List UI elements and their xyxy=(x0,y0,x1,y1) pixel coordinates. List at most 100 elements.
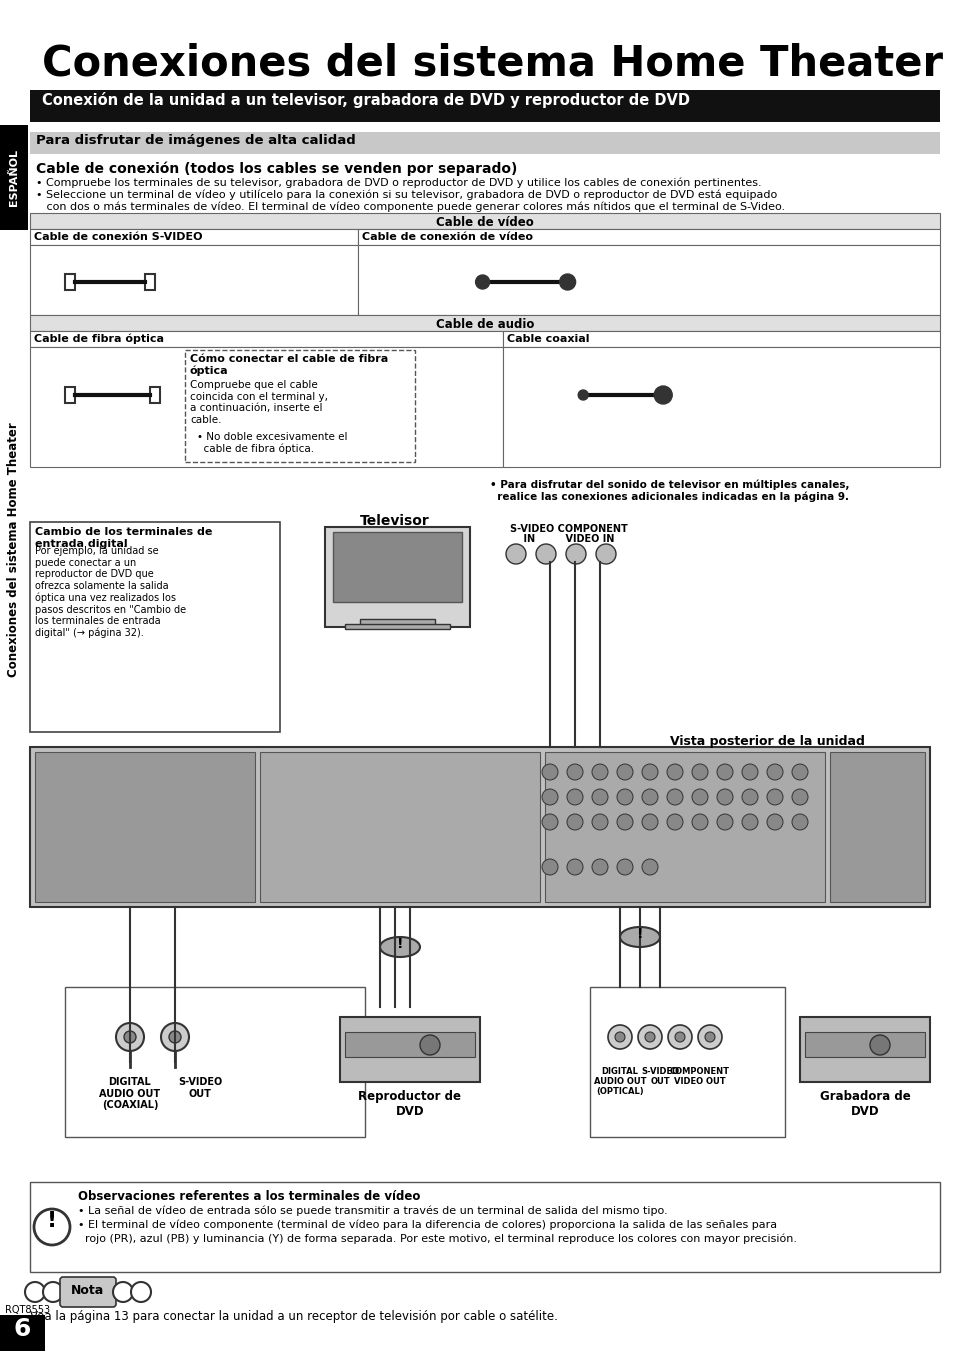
Circle shape xyxy=(505,544,525,563)
Circle shape xyxy=(617,815,633,830)
Text: • El terminal de vídeo componente (terminal de vídeo para la diferencia de color: • El terminal de vídeo componente (termi… xyxy=(78,1220,777,1231)
Text: ESPAÑOL: ESPAÑOL xyxy=(9,150,19,207)
Circle shape xyxy=(717,765,732,780)
Text: Cable de conexión (todos los cables se venden por separado): Cable de conexión (todos los cables se v… xyxy=(36,162,517,177)
Circle shape xyxy=(641,765,658,780)
Bar xyxy=(30,331,502,347)
Text: IN         VIDEO IN: IN VIDEO IN xyxy=(510,534,614,544)
Circle shape xyxy=(566,815,582,830)
Circle shape xyxy=(766,765,782,780)
Circle shape xyxy=(541,859,558,875)
Text: Vea la página 13 para conectar la unidad a un receptor de televisión por cable o: Vea la página 13 para conectar la unidad… xyxy=(30,1310,558,1323)
Text: S-VIDEO: S-VIDEO xyxy=(640,1067,679,1075)
Circle shape xyxy=(641,815,658,830)
Bar xyxy=(30,91,939,122)
Text: • Seleccione un terminal de vídeo y utilícelo para la conexión si su televisor, : • Seleccione un terminal de vídeo y util… xyxy=(36,190,777,200)
Text: RQT8553: RQT8553 xyxy=(5,1305,51,1315)
Circle shape xyxy=(869,1035,889,1055)
Text: Conexiones del sistema Home Theater: Conexiones del sistema Home Theater xyxy=(42,42,942,84)
Circle shape xyxy=(691,815,707,830)
Text: • Para disfrutar del sonido de televisor en múltiples canales,: • Para disfrutar del sonido de televisor… xyxy=(490,480,848,490)
Bar xyxy=(345,1032,475,1056)
Text: 6: 6 xyxy=(13,1317,30,1342)
FancyBboxPatch shape xyxy=(60,1277,116,1306)
Text: con dos o más terminales de vídeo. El terminal de vídeo componente puede generar: con dos o más terminales de vídeo. El te… xyxy=(36,201,784,212)
Text: • La señal de vídeo de entrada sólo se puede transmitir a través de un terminal : • La señal de vídeo de entrada sólo se p… xyxy=(78,1206,667,1216)
Circle shape xyxy=(741,789,758,805)
Text: DIGITAL: DIGITAL xyxy=(601,1067,638,1075)
Circle shape xyxy=(617,789,633,805)
Circle shape xyxy=(169,1031,181,1043)
Bar xyxy=(345,624,450,630)
Bar xyxy=(30,213,939,230)
Bar xyxy=(150,386,160,403)
Circle shape xyxy=(717,789,732,805)
Circle shape xyxy=(112,1282,132,1302)
Bar xyxy=(30,315,939,331)
Bar xyxy=(30,347,502,467)
Circle shape xyxy=(607,1025,631,1048)
Bar xyxy=(502,347,939,467)
Text: Grabadora de
DVD: Grabadora de DVD xyxy=(819,1090,909,1119)
Circle shape xyxy=(717,815,732,830)
Bar xyxy=(325,527,470,627)
Bar xyxy=(30,1182,939,1273)
Circle shape xyxy=(592,815,607,830)
Circle shape xyxy=(541,789,558,805)
Circle shape xyxy=(641,859,658,875)
Bar xyxy=(65,274,75,290)
Text: OUT: OUT xyxy=(650,1077,669,1086)
Circle shape xyxy=(766,815,782,830)
Text: (OPTICAL): (OPTICAL) xyxy=(596,1088,643,1096)
Circle shape xyxy=(638,1025,661,1048)
Bar xyxy=(359,619,435,627)
Text: rojo (PR), azul (PB) y luminancia (Y) de forma separada. Por este motivo, el ter: rojo (PR), azul (PB) y luminancia (Y) de… xyxy=(78,1233,796,1243)
Bar xyxy=(357,245,939,315)
Text: Nota: Nota xyxy=(71,1285,105,1297)
Circle shape xyxy=(541,815,558,830)
Circle shape xyxy=(25,1282,45,1302)
Circle shape xyxy=(766,789,782,805)
Circle shape xyxy=(617,765,633,780)
Text: !: ! xyxy=(47,1210,57,1231)
Bar xyxy=(145,274,154,290)
Bar xyxy=(260,753,539,902)
Text: S-VIDEO COMPONENT: S-VIDEO COMPONENT xyxy=(510,524,627,534)
Bar xyxy=(829,753,924,902)
Text: Cable de fibra óptica: Cable de fibra óptica xyxy=(34,334,164,345)
Circle shape xyxy=(566,789,582,805)
Circle shape xyxy=(666,789,682,805)
Circle shape xyxy=(741,765,758,780)
Circle shape xyxy=(43,1282,63,1302)
Bar xyxy=(804,1032,924,1056)
Circle shape xyxy=(592,859,607,875)
Circle shape xyxy=(698,1025,721,1048)
Bar xyxy=(185,350,415,462)
Circle shape xyxy=(644,1032,655,1042)
Bar xyxy=(589,988,784,1138)
Text: COMPONENT: COMPONENT xyxy=(669,1067,729,1075)
Text: !: ! xyxy=(636,927,642,942)
Bar xyxy=(30,747,929,907)
Circle shape xyxy=(578,390,588,400)
Circle shape xyxy=(791,815,807,830)
Circle shape xyxy=(566,859,582,875)
Text: Cable coaxial: Cable coaxial xyxy=(507,334,589,345)
Circle shape xyxy=(592,765,607,780)
Text: Televisor: Televisor xyxy=(359,513,430,528)
Circle shape xyxy=(666,815,682,830)
Circle shape xyxy=(641,789,658,805)
Bar xyxy=(35,753,254,902)
Circle shape xyxy=(536,544,556,563)
Text: Por ejemplo, la unidad se
puede conectar a un
reproductor de DVD que
ofrezca sol: Por ejemplo, la unidad se puede conectar… xyxy=(35,546,186,639)
Circle shape xyxy=(791,789,807,805)
Bar xyxy=(0,126,28,230)
Text: • No doble excesivamente el
  cable de fibra óptica.: • No doble excesivamente el cable de fib… xyxy=(196,432,347,454)
Text: Conexiones del sistema Home Theater: Conexiones del sistema Home Theater xyxy=(8,423,20,677)
Circle shape xyxy=(654,386,672,404)
Text: • Compruebe los terminales de su televisor, grabadora de DVD o reproductor de DV: • Compruebe los terminales de su televis… xyxy=(36,178,760,189)
Bar xyxy=(30,132,939,154)
Circle shape xyxy=(691,789,707,805)
Circle shape xyxy=(124,1031,136,1043)
Text: DIGITAL
AUDIO OUT
(COAXIAL): DIGITAL AUDIO OUT (COAXIAL) xyxy=(99,1077,160,1111)
